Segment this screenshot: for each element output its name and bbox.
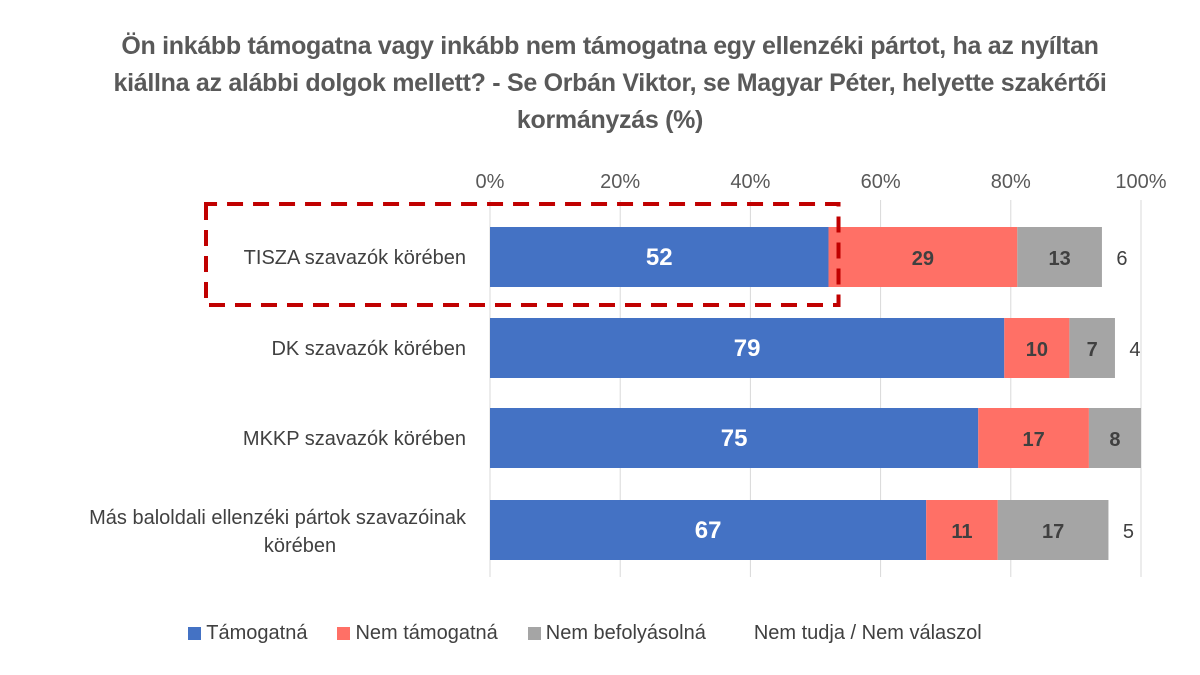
legend-swatch	[527, 627, 541, 640]
bar-segment	[490, 408, 979, 468]
chart-legend: Támogatná Nem támogatná Nem befolyásolná Ne…	[0, 622, 1200, 645]
bar-segment	[1017, 227, 1102, 287]
bar-segment	[926, 500, 998, 560]
data-label: 29	[912, 248, 934, 270]
category-label: MKKP szavazók körében	[243, 428, 466, 450]
bar-segment	[1088, 408, 1141, 468]
legend-label: Nem támogatná	[355, 622, 498, 644]
category-label: DK szavazók körében	[271, 338, 466, 360]
data-label: 7	[1087, 339, 1098, 361]
category-label: körében	[264, 535, 336, 557]
x-tick-label: 60%	[861, 171, 901, 193]
legend-label: Támogatná	[206, 622, 308, 644]
data-label: 67	[695, 517, 722, 544]
legend-item: Nem befolyásolná	[527, 622, 706, 645]
x-tick-label: 80%	[991, 171, 1031, 193]
data-label: 6	[1116, 248, 1127, 270]
data-label: 17	[1042, 521, 1064, 543]
bar-segment	[1069, 318, 1115, 378]
category-label: TISZA szavazók körében	[244, 247, 466, 269]
legend-label: Nem befolyásolná	[545, 622, 706, 644]
x-tick-label: 40%	[730, 171, 770, 193]
legend-label: Nem tudja / Nem válaszol	[753, 622, 982, 644]
bar-segment	[490, 500, 927, 560]
bar-segment	[828, 227, 1018, 287]
data-label: 17	[1022, 429, 1044, 451]
legend-item: Támogatná	[188, 622, 307, 645]
bar-segment	[997, 500, 1109, 560]
data-label: 52	[646, 244, 673, 271]
data-label: 8	[1109, 429, 1120, 451]
chart-title: Ön inkább támogatna vagy inkább nem támo…	[113, 32, 1107, 134]
data-label: 4	[1129, 339, 1140, 361]
x-tick-label: 100%	[1115, 171, 1166, 193]
x-tick-label: 20%	[600, 171, 640, 193]
data-label: 79	[734, 335, 761, 362]
data-label: 13	[1049, 248, 1071, 270]
x-tick-label: 0%	[476, 171, 505, 193]
data-label: 10	[1026, 339, 1048, 361]
legend-item: Nem támogatná	[337, 622, 498, 645]
highlight-box	[204, 202, 841, 307]
bar-segment	[978, 408, 1089, 468]
legend-swatch	[735, 627, 749, 640]
legend-swatch	[188, 627, 202, 640]
category-label: Más baloldali ellenzéki pártok szavazóin…	[89, 507, 467, 529]
bar-segment	[490, 318, 1005, 378]
bar-segment	[490, 227, 829, 287]
legend-item: Nem tudja / Nem válaszol	[735, 622, 982, 645]
data-label: 75	[721, 425, 748, 452]
legend-swatch	[337, 627, 351, 640]
data-label: 11	[951, 521, 972, 543]
bar-segment	[1004, 318, 1070, 378]
data-label: 5	[1123, 521, 1134, 543]
